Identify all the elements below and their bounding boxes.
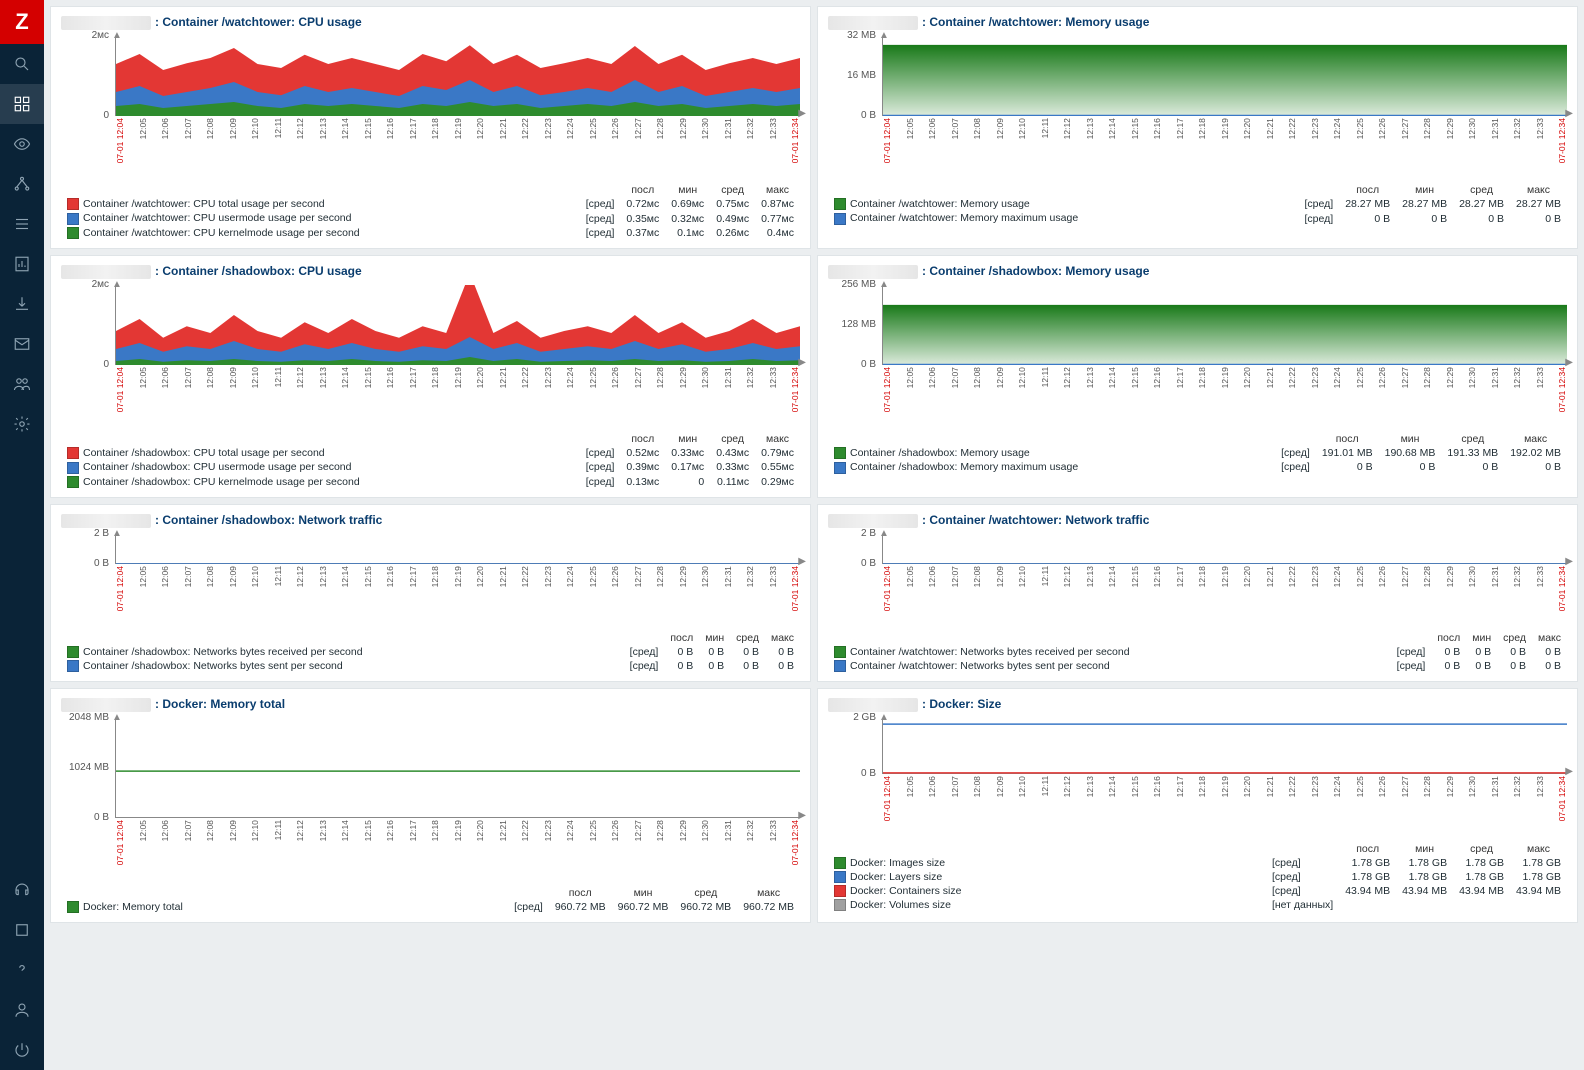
title-text: : Container /shadowbox: Network traffic xyxy=(155,513,382,527)
y-axis-labels: 0 B16 MB32 MB xyxy=(828,36,880,116)
x-arrow: ▶ xyxy=(798,556,806,567)
chart-area: ▲ ▶ xyxy=(882,285,1567,365)
y-axis-labels: 0 B1024 MB2048 MB xyxy=(61,718,113,818)
chart: 02мс ▲ ▶ xyxy=(115,36,800,116)
chart: 0 B128 MB256 MB ▲ ▶ xyxy=(882,285,1567,365)
chart: 0 B2 B ▲ ▶ xyxy=(115,534,800,564)
chart: 0 B2 B ▲ ▶ xyxy=(882,534,1567,564)
panel-title: : Container /watchtower: Network traffic xyxy=(828,513,1567,528)
y-axis-labels: 0 B2 GB xyxy=(828,718,880,774)
download-icon[interactable] xyxy=(0,284,44,324)
chart: 0 B16 MB32 MB ▲ ▶ xyxy=(882,36,1567,116)
panel-grid: : Container /watchtower: CPU usage 02мс … xyxy=(50,6,1578,923)
y-arrow: ▲ xyxy=(112,712,122,723)
host-blur xyxy=(61,265,151,279)
title-text: : Container /shadowbox: CPU usage xyxy=(155,264,362,278)
x-axis-ticks: 07-01 12:0412:0512:0612:0712:0812:0912:1… xyxy=(882,776,1567,821)
main-content: : Container /watchtower: CPU usage 02мс … xyxy=(44,0,1584,1070)
host-blur xyxy=(61,16,151,30)
x-axis-ticks: 07-01 12:0412:0512:0612:0712:0812:0912:1… xyxy=(115,820,800,865)
y-axis-labels: 0 B2 B xyxy=(61,534,113,564)
panel-shadowbox-mem[interactable]: : Container /shadowbox: Memory usage 0 B… xyxy=(817,255,1578,498)
dashboard-icon[interactable] xyxy=(0,84,44,124)
y-arrow: ▲ xyxy=(112,279,122,290)
power-icon[interactable] xyxy=(0,1030,44,1070)
chart-area: ▲ ▶ xyxy=(115,534,800,564)
y-arrow: ▲ xyxy=(112,528,122,539)
chart-area: ▲ ▶ xyxy=(115,36,800,116)
y-arrow: ▲ xyxy=(879,30,889,41)
title-text: : Docker: Memory total xyxy=(155,697,285,711)
y-axis-labels: 02мс xyxy=(61,285,113,365)
monitoring-icon[interactable] xyxy=(0,124,44,164)
y-axis-labels: 0 B2 B xyxy=(828,534,880,564)
zabbix-icon[interactable] xyxy=(0,910,44,950)
panel-shadowbox-cpu[interactable]: : Container /shadowbox: CPU usage 02мс ▲… xyxy=(50,255,811,498)
mail-icon[interactable] xyxy=(0,324,44,364)
panel-watchtower-cpu[interactable]: : Container /watchtower: CPU usage 02мс … xyxy=(50,6,811,249)
y-arrow: ▲ xyxy=(879,528,889,539)
y-arrow: ▲ xyxy=(112,30,122,41)
panel-docker-size[interactable]: : Docker: Size 0 B2 GB ▲ ▶ 07-01 12:0412… xyxy=(817,688,1578,922)
title-text: : Container /shadowbox: Memory usage xyxy=(922,264,1149,278)
chart-area: ▲ ▶ xyxy=(882,36,1567,116)
y-arrow: ▲ xyxy=(879,712,889,723)
panel-docker-mem[interactable]: : Docker: Memory total 0 B1024 MB2048 MB… xyxy=(50,688,811,922)
title-text: : Docker: Size xyxy=(922,697,1001,711)
panel-watchtower-net[interactable]: : Container /watchtower: Network traffic… xyxy=(817,504,1578,683)
search-icon[interactable] xyxy=(0,44,44,84)
y-axis-labels: 02мс xyxy=(61,36,113,116)
panel-title: : Container /shadowbox: CPU usage xyxy=(61,264,800,279)
help-icon[interactable] xyxy=(0,950,44,990)
hosts-icon[interactable] xyxy=(0,164,44,204)
x-axis-ticks: 07-01 12:0412:0512:0612:0712:0812:0912:1… xyxy=(115,118,800,163)
host-blur xyxy=(61,514,151,528)
user-icon[interactable] xyxy=(0,990,44,1030)
title-text: : Container /watchtower: Network traffic xyxy=(922,513,1149,527)
users-icon[interactable] xyxy=(0,364,44,404)
host-blur xyxy=(828,265,918,279)
chart: 0 B1024 MB2048 MB ▲ ▶ xyxy=(115,718,800,818)
host-blur xyxy=(61,698,151,712)
panel-title: : Docker: Memory total xyxy=(61,697,800,712)
support-icon[interactable] xyxy=(0,870,44,910)
panel-watchtower-mem[interactable]: : Container /watchtower: Memory usage 0 … xyxy=(817,6,1578,249)
x-axis-ticks: 07-01 12:0412:0512:0612:0712:0812:0912:1… xyxy=(115,566,800,611)
y-axis-labels: 0 B128 MB256 MB xyxy=(828,285,880,365)
gear-icon[interactable] xyxy=(0,404,44,444)
panel-title: : Container /watchtower: CPU usage xyxy=(61,15,800,30)
host-blur xyxy=(828,514,918,528)
title-text: : Container /watchtower: CPU usage xyxy=(155,15,362,29)
inventory-icon[interactable] xyxy=(0,204,44,244)
x-axis-ticks: 07-01 12:0412:0512:0612:0712:0812:0912:1… xyxy=(882,367,1567,412)
panel-title: : Container /shadowbox: Memory usage xyxy=(828,264,1567,279)
title-text: : Container /watchtower: Memory usage xyxy=(922,15,1149,29)
y-arrow: ▲ xyxy=(879,279,889,290)
chart: 0 B2 GB ▲ ▶ xyxy=(882,718,1567,774)
panel-shadowbox-net[interactable]: : Container /shadowbox: Network traffic … xyxy=(50,504,811,683)
x-arrow: ▶ xyxy=(1565,556,1573,567)
zabbix-logo[interactable]: Z xyxy=(0,0,44,44)
x-axis-ticks: 07-01 12:0412:0512:0612:0712:0812:0912:1… xyxy=(115,367,800,412)
reports-icon[interactable] xyxy=(0,244,44,284)
host-blur xyxy=(828,698,918,712)
chart-area: ▲ ▶ xyxy=(115,718,800,818)
sidebar: Z xyxy=(0,0,44,1070)
x-axis-ticks: 07-01 12:0412:0512:0612:0712:0812:0912:1… xyxy=(882,118,1567,163)
panel-title: : Container /shadowbox: Network traffic xyxy=(61,513,800,528)
chart-area: ▲ ▶ xyxy=(882,718,1567,774)
chart: 02мс ▲ ▶ xyxy=(115,285,800,365)
host-blur xyxy=(828,16,918,30)
chart-area: ▲ ▶ xyxy=(882,534,1567,564)
panel-title: : Docker: Size xyxy=(828,697,1567,712)
chart-area: ▲ ▶ xyxy=(115,285,800,365)
x-axis-ticks: 07-01 12:0412:0512:0612:0712:0812:0912:1… xyxy=(882,566,1567,611)
panel-title: : Container /watchtower: Memory usage xyxy=(828,15,1567,30)
